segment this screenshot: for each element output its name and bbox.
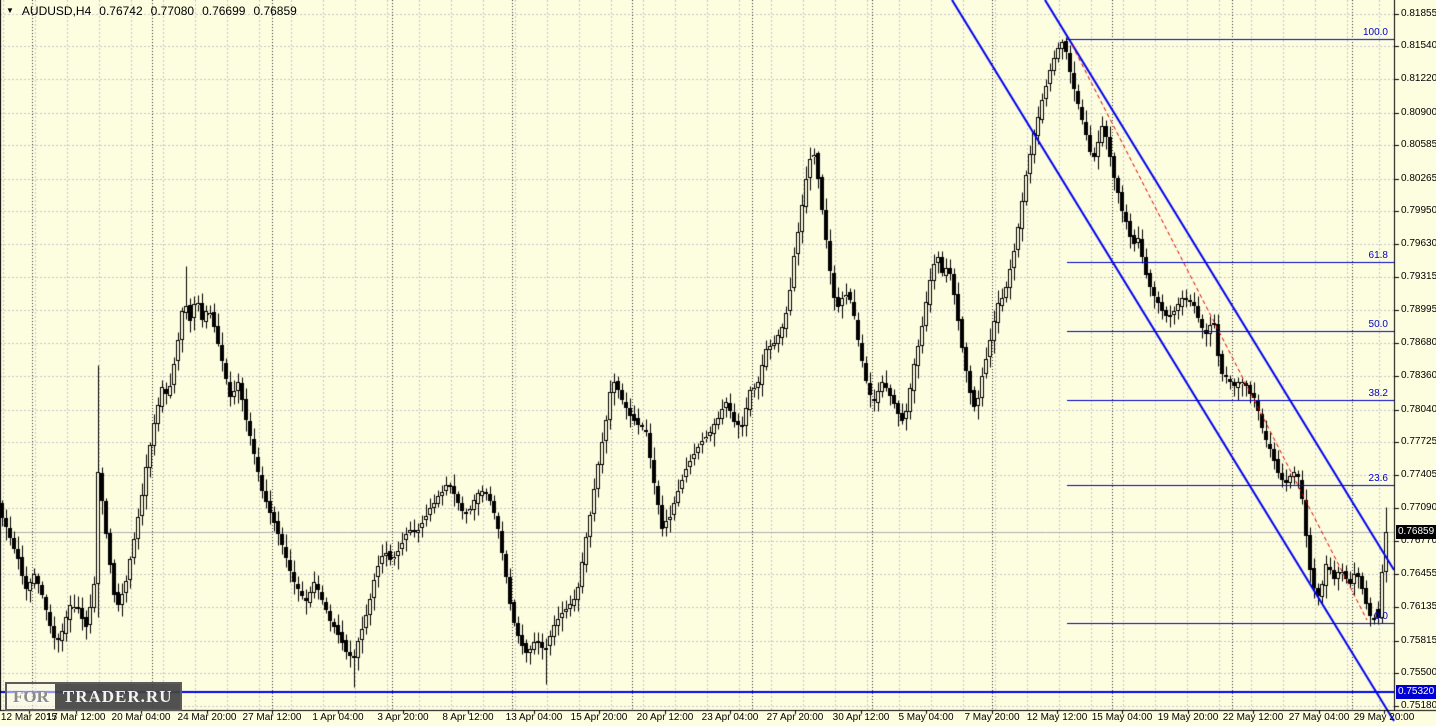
ohlc-close-value: 0.76859	[253, 4, 297, 18]
price-tick-label: 0.80265	[1401, 172, 1436, 184]
price-tick-label: 0.77090	[1401, 502, 1436, 514]
time-tick-label: 17 Mar 12:00	[46, 712, 106, 723]
price-tick-label: 0.81540	[1401, 40, 1436, 52]
time-tick-label: 3 Apr 20:00	[377, 712, 429, 723]
time-tick-label: 15 Apr 20:00	[570, 712, 628, 723]
time-tick-label: 13 Apr 04:00	[505, 712, 563, 723]
watermark-for-label: FOR	[7, 684, 55, 709]
time-tick-label: 12 May 12:00	[1026, 712, 1088, 723]
price-tick-label: 0.78680	[1401, 337, 1436, 349]
watermark-trader-label: TRADER.RU	[54, 684, 181, 709]
time-tick-label: 27 Mar 12:00	[242, 712, 302, 723]
time-tick-label: 27 May 04:00	[1288, 712, 1350, 723]
price-tick-label: 0.75815	[1401, 634, 1436, 646]
time-tick-label: 5 May 04:00	[898, 712, 954, 723]
time-tick-label: 20 Mar 04:00	[111, 712, 171, 723]
fib-level-label: 100.0	[1362, 26, 1388, 38]
ohlc-low-value: 0.76699	[202, 4, 246, 18]
time-tick-label: 27 Apr 20:00	[766, 712, 824, 723]
time-tick-label: 12 Mar 2015	[0, 712, 58, 723]
time-tick-label: 23 Apr 04:00	[701, 712, 759, 723]
time-tick-label: 29 May 20:00	[1353, 712, 1415, 723]
price-tick-label: 0.79630	[1401, 238, 1436, 250]
fib-level-label: 61.8	[1368, 250, 1388, 262]
price-tick-label: 0.81220	[1401, 73, 1436, 85]
price-tick-label: 0.76135	[1401, 601, 1436, 613]
symbol-dropdown-icon[interactable]: ▼	[6, 6, 14, 15]
price-tick-label: 0.78040	[1401, 403, 1436, 415]
time-tick-label: 15 May 04:00	[1091, 712, 1153, 723]
time-tick-label: 19 May 20:00	[1157, 712, 1219, 723]
fib-level-label: 50.0	[1368, 319, 1388, 331]
fortrader-watermark: FOR TRADER.RU	[5, 682, 183, 711]
price-tick-label: 0.77725	[1401, 436, 1436, 448]
time-tick-label: 30 Apr 12:00	[832, 712, 890, 723]
time-tick-label: 1 Apr 04:00	[312, 712, 364, 723]
price-tick-label: 0.80585	[1401, 139, 1436, 151]
time-tick-label: 22 May 12:00	[1222, 712, 1284, 723]
fib-level-label: 23.6	[1368, 473, 1388, 485]
time-tick-label: 20 Apr 12:00	[636, 712, 694, 723]
price-tick-label: 0.81855	[1401, 7, 1436, 19]
price-tick-label: 0.79315	[1401, 271, 1436, 283]
price-tick-label: 0.76770	[1401, 535, 1436, 547]
time-tick-label: 24 Mar 20:00	[177, 712, 237, 723]
current-price-tag: 0.76859	[1396, 525, 1436, 540]
fib-level-label: 38.2	[1368, 388, 1388, 400]
price-tick-label: 0.76455	[1401, 568, 1436, 580]
price-tick-label: 0.77405	[1401, 469, 1436, 481]
price-tick-label: 0.78995	[1401, 304, 1436, 316]
price-tick-label: 0.80900	[1401, 106, 1436, 118]
hline-price-tag: 0.75320	[1396, 684, 1436, 699]
symbol-period-label: AUDUSD,H4	[21, 4, 92, 18]
price-tick-label: 0.75180	[1401, 700, 1436, 712]
price-tick-label: 0.75500	[1401, 667, 1436, 679]
time-tick-label: 8 Apr 12:00	[442, 712, 494, 723]
fib-level-label: 0.0	[1374, 611, 1388, 623]
ohlc-open-value: 0.76742	[99, 4, 143, 18]
chart-title-bar: ▼ AUDUSD,H4 0.76742 0.77080 0.76699 0.76…	[6, 4, 297, 18]
time-tick-label: 7 May 20:00	[964, 712, 1020, 723]
price-tick-label: 0.78360	[1401, 370, 1436, 382]
ohlc-high-value: 0.77080	[150, 4, 195, 18]
price-tick-label: 0.79950	[1401, 205, 1436, 217]
